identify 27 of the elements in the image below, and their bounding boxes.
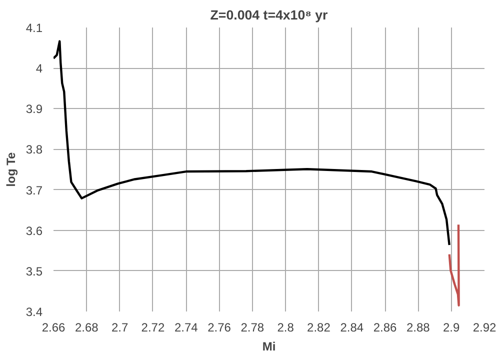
x-axis-title: Mi — [262, 340, 276, 354]
line-series — [54, 40, 450, 246]
x-tick-label: 2.92 — [472, 320, 497, 334]
x-tick-label: 2.7 — [111, 320, 128, 334]
x-tick-label: 2.88 — [406, 320, 430, 334]
x-tick-label: 2.84 — [340, 320, 364, 334]
y-tick-label: 3.9 — [26, 102, 43, 116]
x-tick-label: 2.78 — [240, 320, 264, 334]
y-tick-label: 3.5 — [26, 264, 43, 278]
y-tick-label: 3.8 — [26, 142, 43, 157]
x-tick-label: 2.74 — [174, 320, 198, 334]
y-tick-label: 3.4 — [26, 305, 43, 319]
y-tick-label: 4 — [36, 62, 43, 76]
x-tick-label: 2.86 — [373, 320, 398, 334]
line-series — [448, 224, 460, 307]
y-tick-label: 4.1 — [26, 21, 43, 35]
x-tick-label: 2.68 — [74, 320, 99, 334]
y-tick-label: 3.7 — [26, 183, 43, 198]
x-tick-label: 2.66 — [42, 320, 66, 334]
y-axis-title: log Te — [4, 152, 18, 187]
x-tick-label: 2.76 — [208, 320, 232, 334]
x-tick-label: 2.72 — [141, 320, 165, 334]
y-tick-label: 3.6 — [26, 224, 43, 238]
x-tick-label: 2.9 — [443, 320, 460, 334]
chart-title: Z=0.004 t=4x10⁸ yr — [210, 8, 328, 22]
x-tick-label: 2.82 — [307, 320, 331, 334]
x-tick-label: 2.8 — [277, 320, 294, 334]
